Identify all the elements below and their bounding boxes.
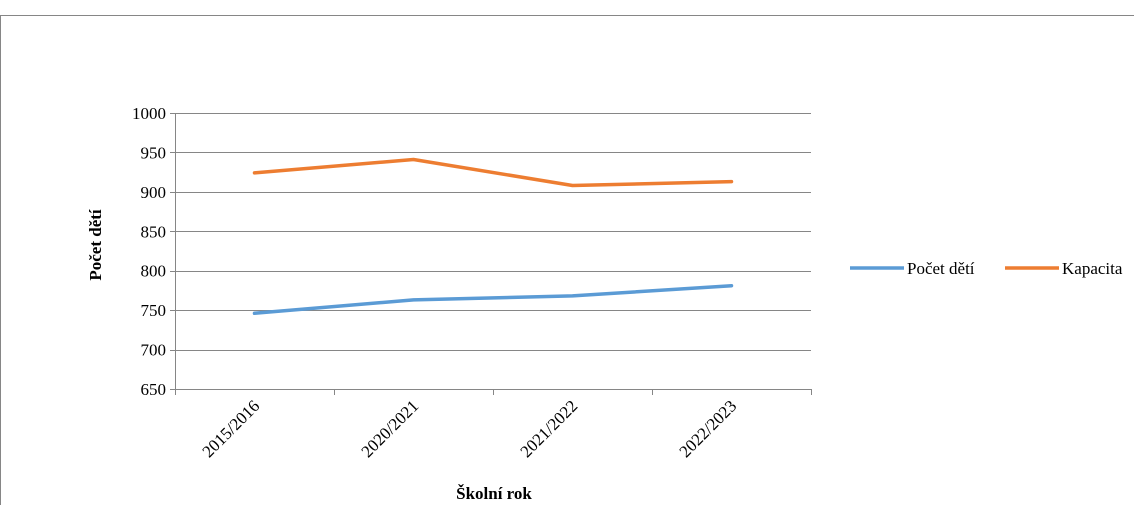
y-tick-label: 850 (141, 222, 167, 241)
y-tick-label: 700 (141, 341, 167, 360)
y-tick-label: 750 (141, 301, 167, 320)
legend: Počet dětí Kapacita (850, 259, 1123, 278)
x-tick-label: 2022/2023 (675, 396, 740, 461)
legend-label-2: Kapacita (1062, 259, 1123, 278)
x-tick-label: 2021/2022 (516, 396, 581, 461)
y-tick-label: 950 (141, 143, 167, 162)
x-tick-label: 2015/2016 (198, 396, 263, 461)
x-tick-labels: 2015/2016 2020/2021 2021/2022 2022/2023 (198, 396, 740, 461)
series-lines (252, 157, 734, 316)
series-line-2 (252, 157, 734, 188)
y-tick-label: 800 (141, 262, 167, 281)
chart-border (0, 15, 1134, 505)
axes (170, 113, 812, 395)
y-axis-title: Počet dětí (86, 209, 105, 281)
y-tick-label: 900 (141, 183, 167, 202)
gridlines (175, 113, 811, 351)
y-tick-label: 650 (141, 380, 167, 399)
y-tick-label: 1000 (132, 104, 166, 123)
legend-label-1: Počet dětí (907, 259, 975, 278)
x-axis-title: Školní rok (456, 484, 532, 503)
series-line-1 (252, 283, 734, 316)
y-tick-labels: 1000 950 900 850 800 750 700 650 (132, 104, 166, 399)
x-tick-label: 2020/2021 (357, 396, 422, 461)
